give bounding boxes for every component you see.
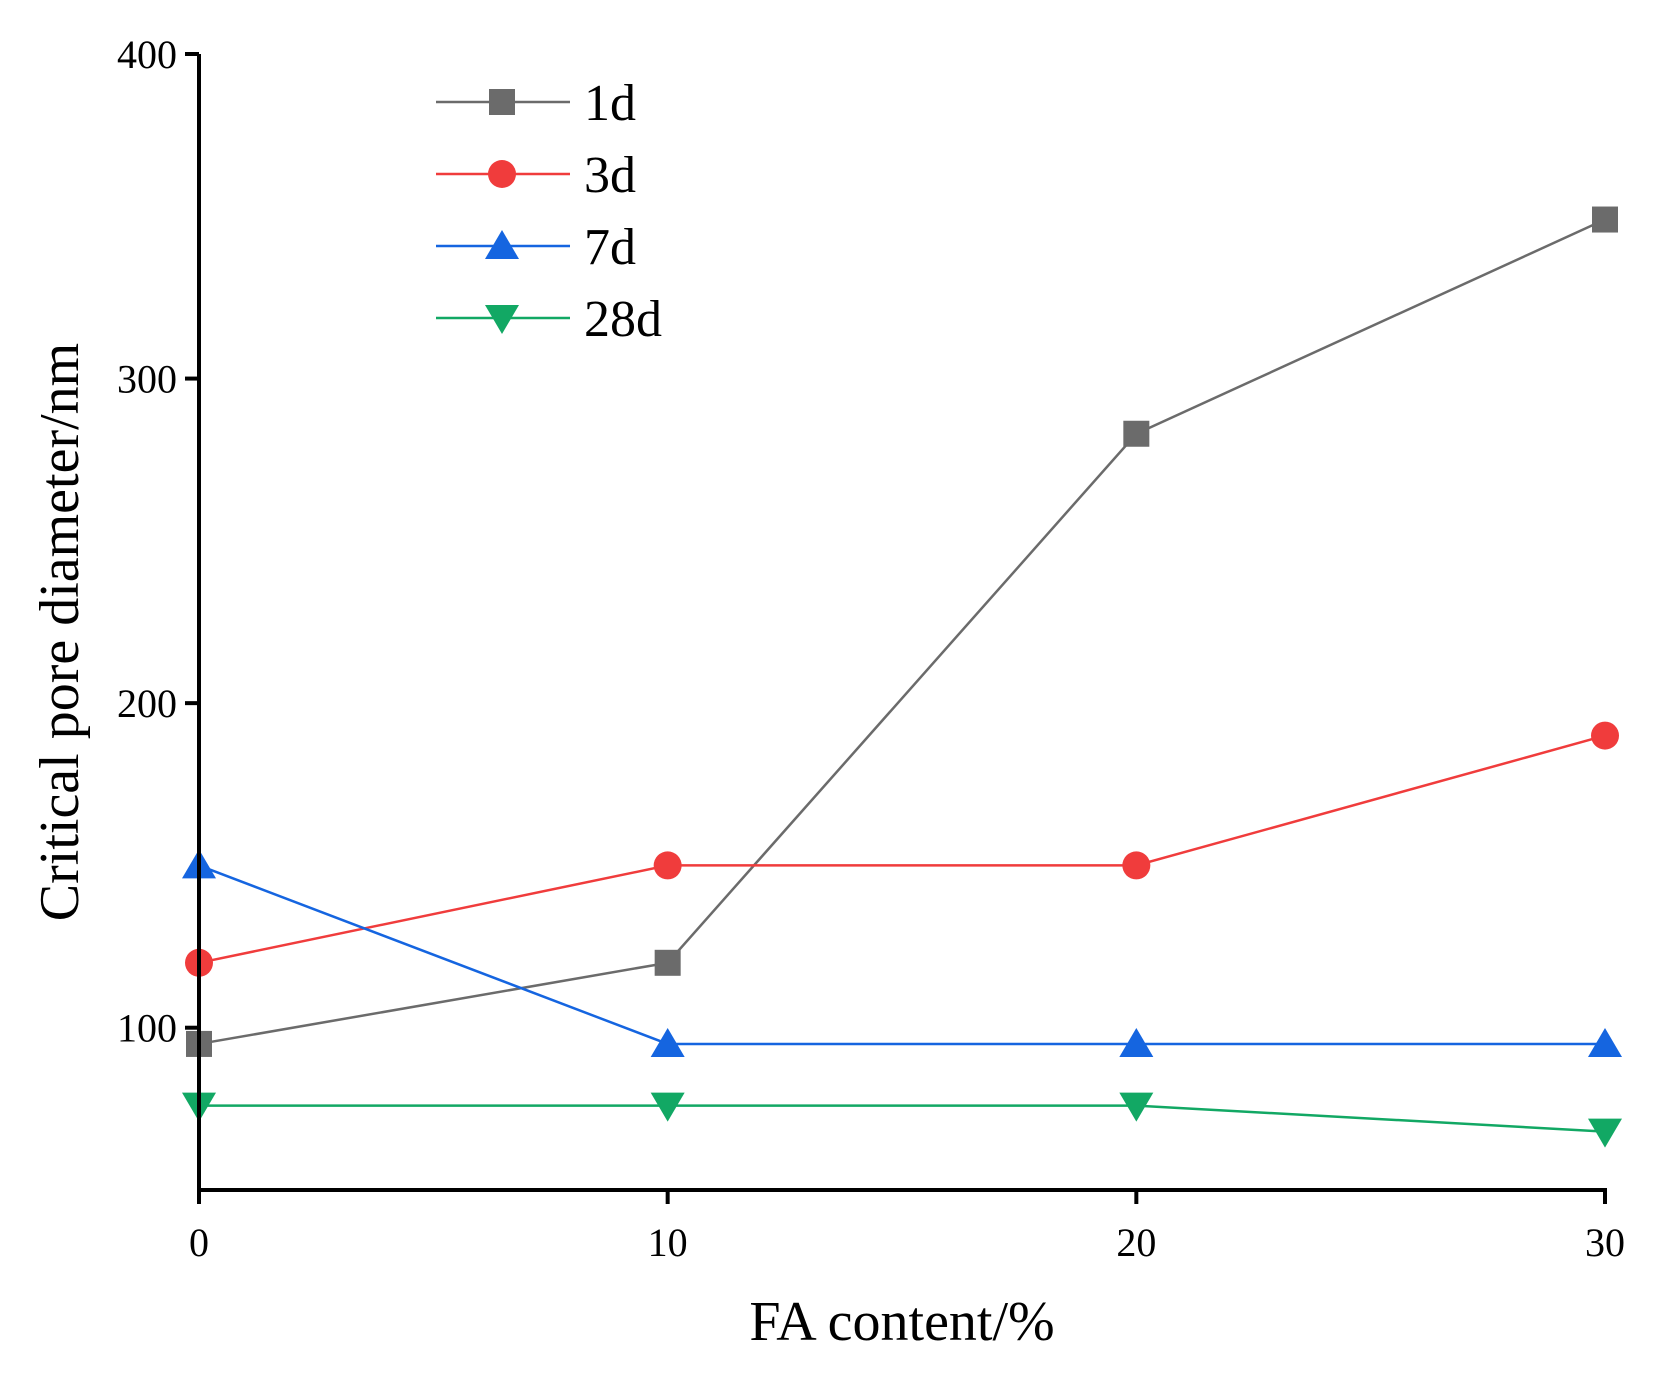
legend-item-1d: 1d (436, 75, 636, 132)
legend-item-3d: 3d (436, 147, 636, 204)
series-line-3d (198, 734, 1606, 965)
data-point-1d (1592, 206, 1618, 233)
x-tick-label: 30 (1585, 1220, 1625, 1265)
series-line-28d (199, 1104, 1606, 1133)
data-point-7d (1119, 1027, 1154, 1057)
data-point-3d (1122, 851, 1151, 880)
y-tick-label: 300 (117, 357, 177, 402)
axes: 100 200 300 400 0 10 20 30 (117, 32, 1625, 1265)
data-point-7d (650, 1027, 685, 1057)
x-tick-label: 0 (189, 1220, 209, 1265)
x-axis-title: FA content/% (749, 1291, 1054, 1353)
legend-marker (488, 160, 516, 188)
legend-label: 1d (584, 75, 636, 132)
series-3d (185, 721, 1619, 977)
y-axis-title: Critical pore diameter/nm (29, 343, 91, 921)
legend-marker (485, 305, 519, 334)
series-7d (182, 849, 1622, 1057)
legend-marker (485, 230, 519, 259)
series-line-1d (198, 218, 1606, 1046)
y-tick-label: 400 (117, 32, 177, 77)
legend-label: 7d (584, 219, 636, 276)
y-tick-label: 200 (117, 681, 177, 726)
data-point-3d (1591, 721, 1619, 750)
x-tick-label: 10 (648, 1220, 688, 1265)
legend: 1d 3d 7d 28d (436, 75, 662, 348)
data-point-28d (650, 1092, 685, 1122)
legend-label: 3d (584, 147, 636, 204)
legend-marker (489, 89, 515, 115)
data-point-1d (654, 949, 681, 976)
legend-label: 28d (584, 291, 662, 348)
data-point-28d (1119, 1092, 1154, 1122)
legend-item-7d: 7d (436, 219, 636, 276)
data-point-3d (653, 851, 682, 880)
x-tick-label: 20 (1116, 1220, 1156, 1265)
y-tick-label: 100 (117, 1006, 177, 1051)
data-point-7d (1588, 1027, 1622, 1057)
series-28d (182, 1092, 1622, 1148)
data-point-1d (1123, 420, 1150, 447)
series-line-7d (198, 864, 1605, 1046)
data-point-28d (1588, 1118, 1622, 1148)
legend-item-28d: 28d (436, 291, 662, 348)
series-1d (186, 206, 1618, 1057)
series-layer (182, 206, 1622, 1148)
